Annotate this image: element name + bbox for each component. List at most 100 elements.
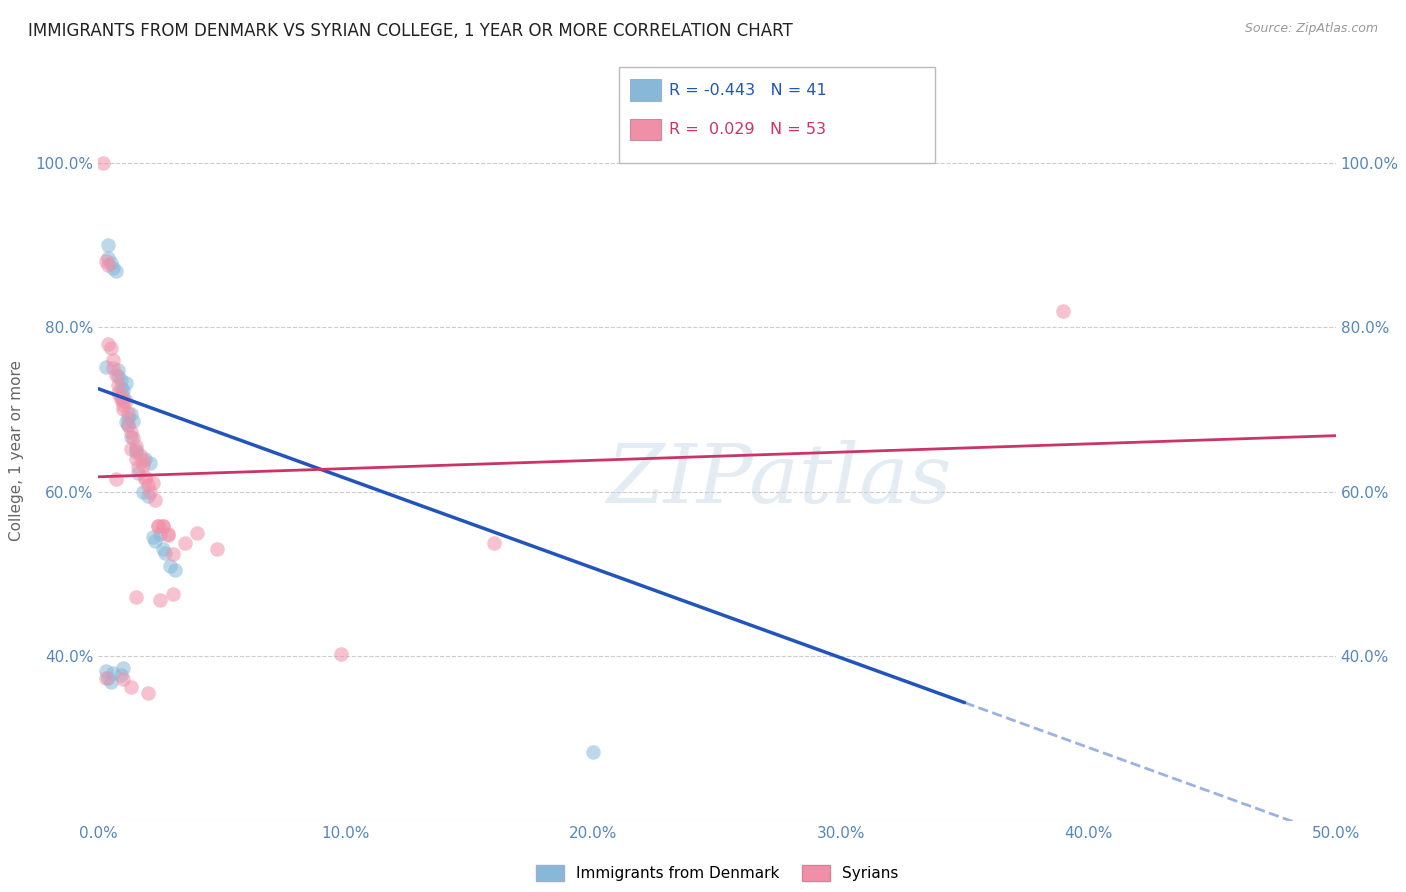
Point	[114, 394, 136, 409]
Y-axis label: College, 1 year or more: College, 1 year or more	[10, 360, 24, 541]
Point	[149, 527, 172, 541]
Point	[120, 681, 142, 695]
Text: Source: ZipAtlas.com: Source: ZipAtlas.com	[1244, 22, 1378, 36]
Point	[152, 542, 174, 557]
Point	[97, 336, 120, 351]
Point	[124, 439, 146, 453]
Point	[103, 666, 125, 681]
Point	[97, 671, 120, 685]
Point	[117, 417, 139, 432]
Point	[104, 264, 127, 278]
Text: IMMIGRANTS FROM DENMARK VS SYRIAN COLLEGE, 1 YEAR OR MORE CORRELATION CHART: IMMIGRANTS FROM DENMARK VS SYRIAN COLLEG…	[28, 22, 793, 40]
Point	[329, 648, 352, 662]
Point	[156, 528, 179, 542]
Point	[117, 407, 139, 421]
Point	[110, 668, 132, 682]
Point	[142, 530, 165, 544]
Point	[120, 442, 142, 456]
Point	[136, 478, 159, 492]
Point	[112, 661, 135, 675]
Point	[104, 368, 127, 382]
Point	[142, 476, 165, 491]
Point	[124, 451, 146, 466]
Point	[107, 363, 129, 377]
Point	[132, 458, 155, 473]
Point	[104, 472, 127, 486]
Point	[205, 542, 228, 557]
Point	[97, 251, 120, 265]
Point	[117, 417, 139, 432]
Point	[174, 535, 197, 549]
Point	[120, 430, 142, 444]
Legend: Immigrants from Denmark, Syrians: Immigrants from Denmark, Syrians	[530, 859, 904, 887]
Point	[139, 456, 162, 470]
Point	[146, 519, 169, 533]
Point	[112, 672, 135, 686]
Point	[103, 361, 125, 376]
Point	[120, 407, 142, 421]
Point	[114, 415, 136, 429]
Point	[110, 390, 132, 404]
Point	[134, 472, 156, 486]
Point	[124, 445, 146, 459]
Point	[124, 443, 146, 458]
Point	[156, 527, 179, 541]
Point	[120, 425, 142, 440]
Point	[107, 368, 129, 383]
Point	[127, 466, 149, 480]
Point	[94, 254, 117, 268]
Point	[93, 155, 115, 169]
Point	[127, 459, 149, 474]
Point	[186, 525, 208, 540]
Point	[100, 256, 122, 270]
Text: ZIPatlas: ZIPatlas	[606, 440, 952, 520]
Point	[97, 237, 120, 252]
Point	[110, 392, 132, 407]
Point	[155, 546, 177, 560]
Point	[136, 686, 159, 700]
Point	[152, 519, 174, 533]
Point	[107, 385, 129, 400]
Point	[110, 373, 132, 387]
Text: R =  0.029   N = 53: R = 0.029 N = 53	[669, 122, 827, 136]
Point	[122, 414, 145, 428]
Point	[110, 381, 132, 395]
Point	[159, 558, 181, 573]
Point	[112, 383, 135, 397]
Point	[103, 260, 125, 275]
Point	[117, 410, 139, 425]
Point	[103, 353, 125, 368]
Point	[136, 489, 159, 503]
Point	[122, 431, 145, 445]
Point	[100, 341, 122, 355]
Point	[484, 535, 506, 549]
Point	[582, 745, 605, 759]
Point	[134, 470, 156, 484]
Point	[94, 359, 117, 374]
Point	[146, 519, 169, 533]
Point	[139, 484, 162, 499]
Point	[112, 402, 135, 417]
Point	[162, 587, 184, 601]
Point	[132, 453, 155, 467]
Point	[94, 664, 117, 678]
Point	[100, 674, 122, 689]
Point	[132, 484, 155, 499]
Point	[134, 451, 156, 466]
Point	[152, 519, 174, 533]
Point	[112, 394, 135, 409]
Point	[124, 590, 146, 604]
Point	[114, 376, 136, 390]
Point	[149, 593, 172, 607]
Point	[112, 389, 135, 403]
Point	[1052, 303, 1074, 318]
Point	[107, 377, 129, 392]
Point	[143, 533, 166, 548]
Point	[162, 547, 184, 561]
Text: R = -0.443   N = 41: R = -0.443 N = 41	[669, 83, 827, 97]
Point	[129, 448, 152, 462]
Point	[112, 398, 135, 412]
Point	[165, 563, 187, 577]
Point	[97, 259, 120, 273]
Point	[94, 671, 117, 685]
